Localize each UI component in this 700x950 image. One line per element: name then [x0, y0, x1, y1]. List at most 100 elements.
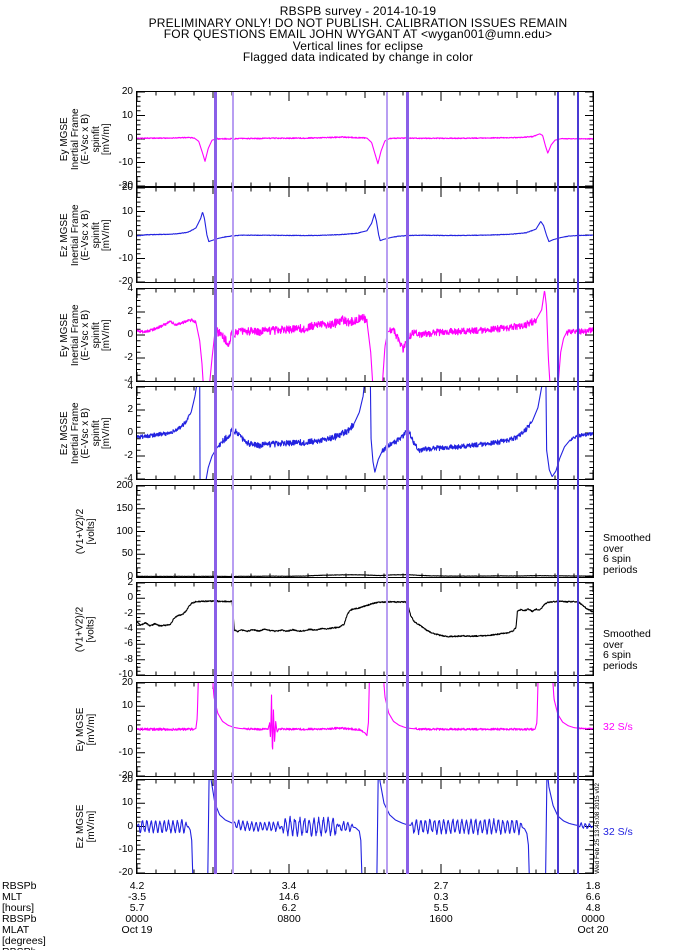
bottom-row-label: MLT — [2, 891, 23, 903]
eclipse-line — [405, 92, 409, 874]
y-tick-label: 150 — [116, 502, 133, 514]
panel-canvas-v1v2-avg-full — [137, 486, 593, 577]
time-tick-label: 0000 — [581, 913, 605, 925]
data-trace-ez-mgse-spinfit-zoom — [137, 387, 593, 479]
axis-ticks — [137, 92, 593, 186]
annotation-line: periods — [603, 659, 638, 672]
bottom-row-label: RBSPb — [2, 947, 46, 950]
annotation-sample-rate: 32 S/s — [603, 722, 633, 733]
panel-ey-mgse-spinfit-zoom — [136, 288, 594, 382]
date-tick-label: Oct 20 — [577, 924, 609, 936]
panel-ez-mgse-spinfit-wide — [136, 187, 594, 283]
data-trace-ez-mgse-spinfit-wide — [137, 212, 593, 243]
y-tick-label: 2 — [127, 306, 133, 317]
panel-canvas-ez-mgse-32sps — [137, 780, 593, 873]
date-tick-label: Oct 19 — [121, 924, 153, 936]
y-tick-label: -4 — [124, 375, 133, 386]
annotation-line: Smoothed — [603, 532, 651, 544]
y-tick-label: -10 — [118, 746, 133, 758]
y-tick-label: 10 — [121, 109, 133, 121]
y-tick-label: 20 — [121, 774, 133, 785]
panel-canvas-ez-mgse-spinfit-zoom — [137, 387, 593, 479]
panel-v1v2-avg-zoom — [136, 582, 594, 676]
ephemeris-value: 4.8 — [585, 902, 601, 914]
annotation-sample-rate: 32 S/s — [603, 827, 633, 838]
y-tick-label: 200 — [116, 480, 133, 491]
bottom-row-label: [hours] — [2, 902, 35, 914]
y-tick-label: -10 — [118, 156, 133, 168]
bottom-row-label: RBSPb — [2, 880, 37, 892]
y-tick-label: 0 — [127, 427, 133, 438]
annotation-line: 32 S/s — [603, 826, 633, 838]
panel-ey-mgse-32sps — [136, 682, 594, 777]
ephemeris-value: 0.3 — [433, 891, 449, 903]
annotation-line: Smoothed — [603, 628, 651, 640]
eclipse-line — [213, 92, 217, 874]
data-trace-ez-mgse-32sps — [137, 780, 593, 873]
annotation-smoothed: Smoothed over 6 spin periods — [603, 533, 651, 575]
y-tick-label: 20 — [121, 182, 133, 193]
date-tick-label — [429, 925, 452, 936]
y-tick-label: -10 — [118, 252, 133, 264]
y-tick-label: -2 — [124, 352, 133, 363]
y-axis-title-line: [mV/m] — [85, 810, 96, 843]
eclipse-line — [557, 92, 559, 874]
y-tick-label: 2 — [127, 404, 133, 415]
y-tick-label: 10 — [121, 700, 133, 712]
bottom-value-column: 4.2 -3.5 5.7 0000 Oct 19 — [122, 881, 153, 936]
data-trace-ey-mgse-32sps — [137, 683, 593, 750]
bottom-value-column: 3.4 14.6 6.2 0800 — [277, 881, 300, 936]
y-tick-label: 4 — [127, 381, 133, 392]
y-tick-label: 0 — [127, 133, 133, 144]
y-tick-label: 100 — [116, 525, 133, 537]
data-trace-v1v2-avg-zoom — [137, 600, 593, 638]
ephemeris-value: 6.2 — [281, 902, 297, 914]
y-tick-label: 2 — [127, 577, 133, 588]
y-tick-label: -10 — [118, 669, 133, 680]
panel-canvas-ez-mgse-spinfit-wide — [137, 188, 593, 282]
y-tick-label: 0 — [127, 329, 133, 340]
plot-subtitle-eclipse-note: Vertical lines for eclipse — [292, 38, 424, 53]
panel-canvas-v1v2-avg-zoom — [137, 583, 593, 675]
panel-ey-mgse-spinfit-wide — [136, 91, 594, 187]
data-trace-ey-mgse-spinfit-zoom — [137, 290, 593, 381]
annotation-line: over — [603, 542, 624, 555]
time-tick-label: 1600 — [429, 913, 453, 925]
ephemeris-value: -3.5 — [127, 891, 147, 903]
plot-titles: RBSPB survey - 2014-10-19 PRELIMINARY ON… — [0, 4, 700, 64]
data-trace-v1v2-avg-full — [137, 574, 593, 577]
plot-title: RBSPB survey - 2014-10-19 — [279, 4, 437, 18]
creation-timestamp: Wed Feb 25 13:45:08 2015 v02 — [594, 783, 601, 874]
axis-ticks — [137, 583, 593, 675]
axis-ticks — [137, 188, 593, 282]
annotation-line: 6 spin — [603, 553, 632, 565]
axis-ticks — [137, 486, 593, 577]
plot-subtitle-contact: FOR QUESTIONS EMAIL JOHN WYGANT AT <wyga… — [163, 27, 553, 41]
y-tick-label: -20 — [118, 770, 133, 781]
data-trace-ey-mgse-spinfit-wide — [137, 133, 593, 165]
y-tick-label: -20 — [118, 180, 133, 191]
bottom-row-label: MLAT — [2, 924, 30, 936]
y-tick-label: -2 — [124, 607, 133, 619]
ephemeris-value: 2.7 — [433, 880, 449, 892]
panel-ez-mgse-spinfit-zoom — [136, 386, 594, 480]
ephemeris-value: 5.5 — [433, 902, 449, 914]
plot-subtitle-flag-note: Flagged data indicated by change in colo… — [242, 50, 474, 64]
date-tick-label — [277, 925, 300, 936]
y-tick-label: 0 — [127, 229, 133, 240]
bottom-row-label: RBSPb — [2, 913, 37, 925]
y-tick-label: 0 — [127, 820, 133, 832]
panel-canvas-ey-mgse-spinfit-wide — [137, 92, 593, 186]
annotation-line: 32 S/s — [603, 721, 633, 733]
bottom-row-label: [degrees] — [2, 935, 46, 947]
y-tick-label: 50 — [121, 548, 133, 560]
y-tick-label: -10 — [118, 843, 133, 855]
y-tick-label: -20 — [118, 276, 133, 287]
annotation-line: periods — [603, 563, 638, 576]
y-axis-title-ez-mgse-32sps: Ez MGSE [mV/m] — [75, 745, 97, 908]
y-tick-label: -8 — [124, 653, 133, 665]
y-tick-label: 10 — [121, 205, 133, 217]
ephemeris-value: 6.6 — [585, 891, 601, 903]
